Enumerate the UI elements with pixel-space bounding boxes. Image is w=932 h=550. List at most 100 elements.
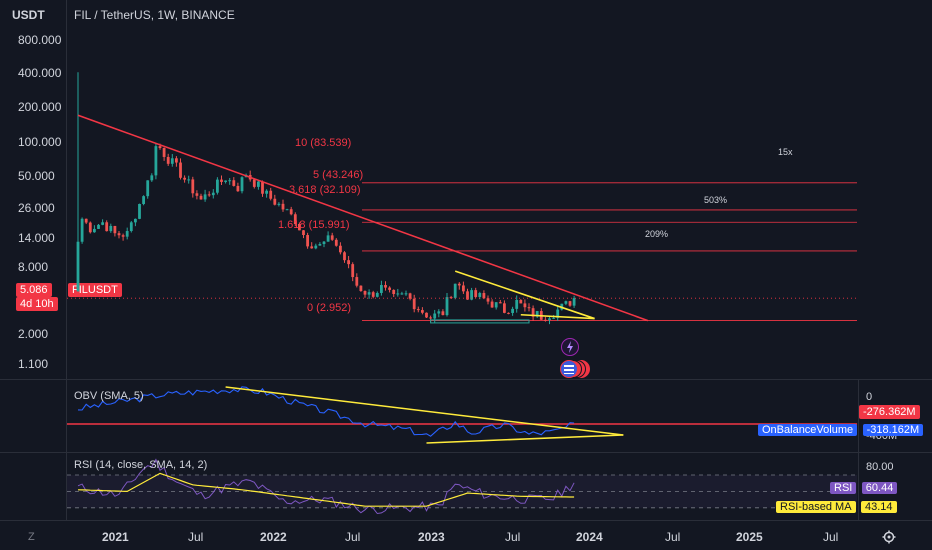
time-tick: 2024 (576, 530, 603, 544)
candle-body (240, 177, 244, 192)
candle-body (515, 299, 519, 309)
candle-body (503, 303, 506, 313)
flag-events-group[interactable] (560, 360, 596, 378)
obv-title[interactable]: OBV (SMA, 5) (74, 390, 144, 402)
candle-body (556, 309, 560, 318)
trendline-triangle-upper (454, 270, 595, 320)
candle-body (462, 285, 465, 292)
current-price-tag[interactable]: 5.086 FILUSDT 4d 10h (10, 283, 122, 311)
candle-body (400, 293, 404, 295)
candle-body (125, 231, 129, 237)
candle-body (511, 308, 514, 313)
obv-legend[interactable]: OnBalanceVolume -318.162M (758, 420, 924, 436)
candle-body (134, 218, 137, 223)
candle-body (293, 214, 297, 225)
candle-body (80, 218, 84, 242)
lightning-glyph (567, 341, 573, 353)
target-note-209[interactable]: 209% (645, 229, 669, 239)
candle-body (416, 309, 420, 311)
candle-body (429, 317, 432, 319)
candle-body (371, 292, 375, 297)
rsi-ma-line (77, 472, 575, 507)
candle-body (306, 235, 309, 247)
candle-body (285, 209, 289, 211)
target-note-15x[interactable]: 15x (778, 147, 793, 157)
target-note-503[interactable]: 503% (704, 195, 728, 205)
candle-body (76, 241, 80, 292)
rsi-ma-legend[interactable]: RSI-based MA 43.14 (776, 497, 897, 515)
candle-body (437, 311, 441, 314)
candle-body (490, 301, 494, 308)
gear-icon[interactable] (882, 530, 896, 544)
candle-body (97, 224, 100, 229)
candle-body (392, 289, 396, 295)
candle-body (453, 283, 457, 298)
currency-label[interactable]: USDT (12, 8, 45, 22)
candle-body (421, 310, 424, 313)
candle-body (117, 233, 121, 236)
price-chart[interactable] (0, 0, 932, 380)
candle-body (384, 285, 387, 288)
lightning-event-icon[interactable] (561, 338, 579, 356)
rsi-ma-legend-label: RSI-based MA (776, 501, 856, 513)
support-zone (430, 319, 530, 324)
price-tick: 2.000 (18, 327, 49, 341)
candle-body (380, 285, 383, 293)
current-price: 5.086 (16, 283, 52, 297)
pane-separator-1[interactable] (0, 379, 932, 380)
candle-body (482, 293, 486, 299)
candle-body (449, 297, 453, 299)
time-tick: Jul (823, 530, 839, 544)
candle-body (441, 311, 445, 316)
candle-body (498, 302, 502, 304)
candle-body (334, 239, 338, 246)
candle-countdown: 4d 10h (16, 297, 58, 311)
candle-body (273, 198, 277, 205)
obv-legend-label: OnBalanceVolume (758, 424, 858, 436)
candle-body (412, 298, 416, 310)
fib-label-3618: 3.618 (32.109) (289, 184, 361, 196)
candle-body (404, 293, 408, 295)
obv-triangle-upper (225, 386, 624, 436)
candle-body (310, 246, 314, 249)
candle-body (425, 312, 428, 318)
zoom-button[interactable]: Z (28, 531, 35, 543)
rsi-title[interactable]: RSI (14, close, SMA, 14, 2) (74, 459, 208, 471)
time-tick: 2023 (418, 530, 445, 544)
candle-body (220, 179, 223, 182)
candle-body (466, 291, 469, 300)
candle-body (175, 158, 178, 163)
candle-body (265, 190, 268, 194)
price-tick: 400.000 (18, 66, 62, 80)
price-tick: 8.000 (18, 260, 49, 274)
candle-body (113, 225, 117, 234)
candle-body (203, 194, 207, 200)
candle-body (322, 241, 326, 245)
right-axis-separator (858, 380, 859, 520)
candle-body (277, 203, 281, 205)
candle-body (207, 194, 211, 196)
fib-label-0: 0 (2.952) (307, 302, 352, 314)
rsi-legend[interactable]: RSI 60.44 (830, 478, 898, 496)
candle-body (84, 218, 88, 223)
time-tick: Jul (345, 530, 361, 544)
candle-body (183, 177, 186, 180)
obv-chart[interactable] (0, 380, 932, 452)
candle-body (343, 252, 346, 261)
candle-body (232, 180, 236, 186)
symbol-title[interactable]: FIL / TetherUS, 1W, BINANCE (74, 8, 235, 22)
candle-body (289, 209, 293, 215)
candle-body (88, 222, 92, 233)
candle-body (236, 185, 240, 192)
candle-body (105, 222, 109, 232)
candle-body (531, 308, 535, 317)
price-tick: 200.000 (18, 100, 62, 114)
candle-body (535, 311, 539, 317)
candle-body (298, 224, 301, 231)
candle-body (568, 301, 572, 306)
candle-body (330, 235, 334, 240)
candle-body (302, 230, 305, 236)
pane-separator-2[interactable] (0, 452, 932, 453)
rsi-chart[interactable] (0, 452, 932, 520)
